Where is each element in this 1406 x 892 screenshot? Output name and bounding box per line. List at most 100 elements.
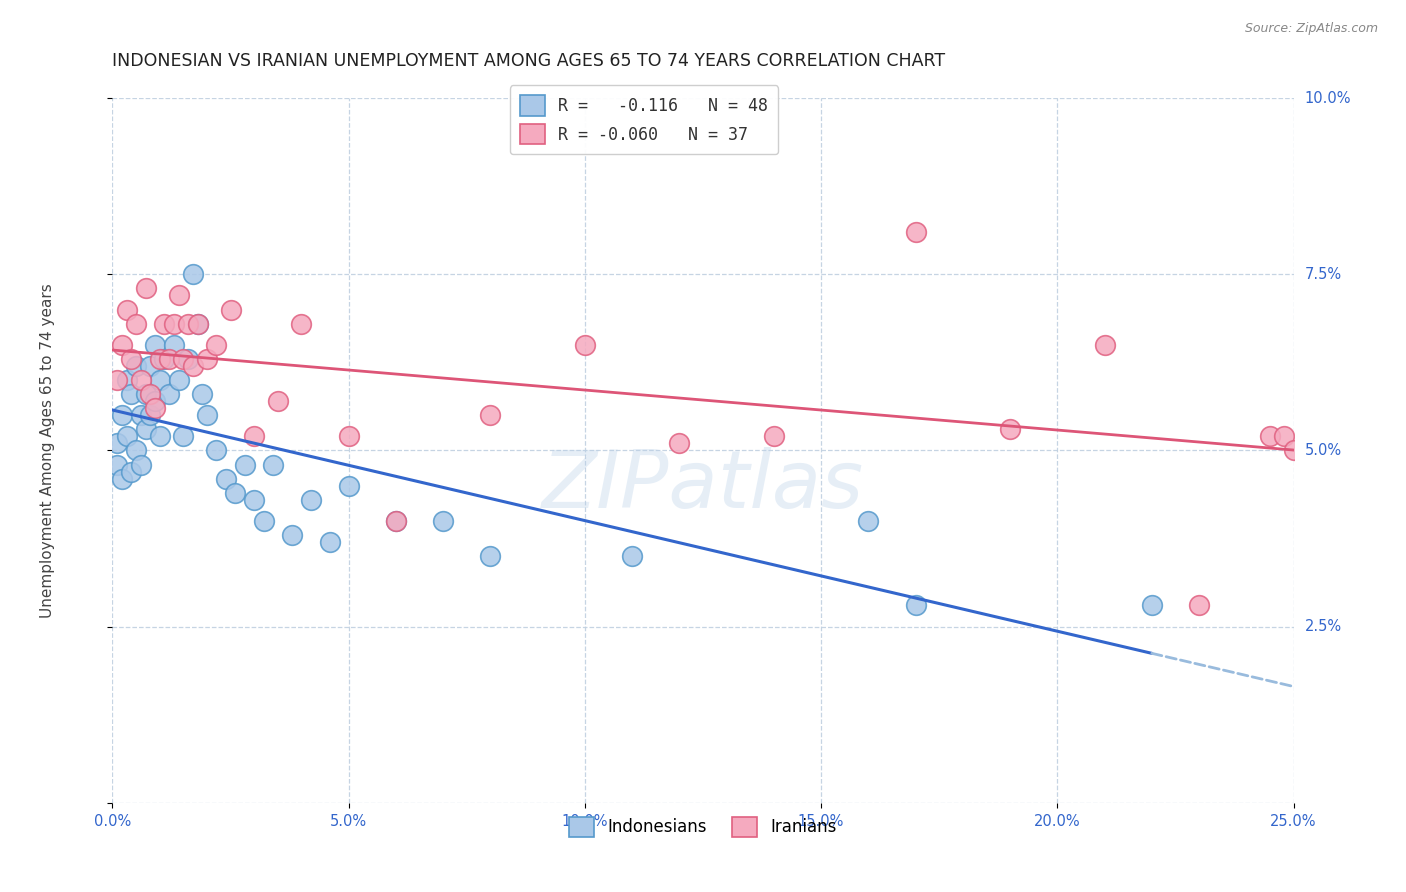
Point [143,394,166,409]
Point [120,465,142,479]
Point [186,317,208,331]
Point [762,429,785,443]
Text: INDONESIAN VS IRANIAN UNEMPLOYMENT AMONG AGES 65 TO 74 YEARS CORRELATION CHART: INDONESIAN VS IRANIAN UNEMPLOYMENT AMONG… [112,52,946,70]
Point [143,337,166,351]
Point [149,429,172,443]
Point [120,351,142,366]
Text: 15.0%: 15.0% [799,814,844,829]
Point [105,373,128,387]
Point [337,429,360,443]
Point [167,288,190,302]
Text: 10.0%: 10.0% [1305,91,1351,105]
Point [243,429,266,443]
Point [120,387,142,401]
Point [253,514,276,528]
Point [157,351,180,366]
Point [177,351,200,366]
Point [299,492,322,507]
Point [153,351,176,366]
Point [267,394,290,409]
Point [135,387,157,401]
Point [281,528,304,542]
Point [219,302,242,317]
Point [163,317,186,331]
Point [668,436,690,450]
Text: 10.0%: 10.0% [561,814,609,829]
Point [385,514,408,528]
Point [479,408,502,422]
Point [111,472,134,486]
Point [149,373,172,387]
Point [385,514,408,528]
Point [904,599,927,613]
Point [153,317,176,331]
Text: 0.0%: 0.0% [94,814,131,829]
Text: Unemployment Among Ages 65 to 74 years: Unemployment Among Ages 65 to 74 years [39,283,55,618]
Point [1272,429,1295,443]
Point [1140,599,1163,613]
Point [337,478,360,492]
Point [205,337,228,351]
Point [135,281,157,295]
Point [129,408,152,422]
Legend: Indonesians, Iranians: Indonesians, Iranians [562,810,844,844]
Point [129,373,152,387]
Point [181,268,204,282]
Point [1258,429,1281,443]
Point [215,472,238,486]
Text: 5.0%: 5.0% [330,814,367,829]
Point [125,317,148,331]
Point [998,422,1021,436]
Text: 7.5%: 7.5% [1305,267,1341,282]
Text: 2.5%: 2.5% [1305,619,1341,634]
Point [1282,443,1305,458]
Point [172,351,194,366]
Point [111,337,134,351]
Point [186,317,208,331]
Point [149,351,172,366]
Point [139,387,162,401]
Point [262,458,284,472]
Point [224,485,246,500]
Point [574,337,596,351]
Point [195,351,218,366]
Text: ZIPatlas: ZIPatlas [541,447,865,524]
Point [125,443,148,458]
Text: 25.0%: 25.0% [1270,814,1317,829]
Text: 20.0%: 20.0% [1033,814,1081,829]
Point [319,535,342,549]
Point [904,225,927,239]
Point [139,359,162,373]
Point [432,514,454,528]
Point [290,317,312,331]
Point [115,373,138,387]
Point [143,401,166,416]
Point [1188,599,1211,613]
Point [858,514,880,528]
Point [163,337,186,351]
Point [105,436,128,450]
Point [205,443,228,458]
Point [157,387,180,401]
Point [195,408,218,422]
Point [181,359,204,373]
Text: 5.0%: 5.0% [1305,443,1341,458]
Point [115,302,138,317]
Point [233,458,256,472]
Point [125,359,148,373]
Point [177,317,200,331]
Point [172,429,194,443]
Point [479,549,502,564]
Point [135,422,157,436]
Point [621,549,644,564]
Point [243,492,266,507]
Point [1094,337,1116,351]
Point [167,373,190,387]
Text: Source: ZipAtlas.com: Source: ZipAtlas.com [1244,22,1378,36]
Point [115,429,138,443]
Point [139,408,162,422]
Point [191,387,214,401]
Point [105,458,128,472]
Point [111,408,134,422]
Point [129,458,152,472]
